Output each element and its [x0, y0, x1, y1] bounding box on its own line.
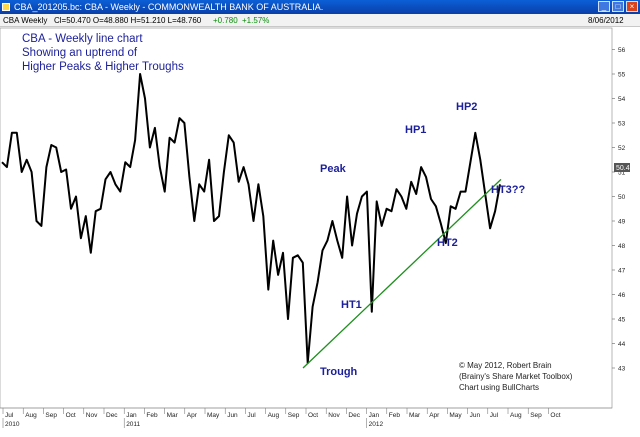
annotation-peak: Peak	[320, 163, 347, 175]
x-tick-label: Jun	[227, 412, 238, 419]
copyright-line-1: © May 2012, Robert Brain	[459, 361, 552, 370]
price-change: +0.780	[213, 16, 238, 25]
annotation-ht2: HT2	[437, 237, 458, 249]
year-label: 2012	[369, 421, 384, 428]
window-titlebar: CBA_201205.bc: CBA - Weekly - COMMONWEAL…	[0, 0, 640, 14]
minimize-icon[interactable]: _	[598, 1, 610, 12]
x-tick-label: Apr	[187, 412, 198, 419]
x-tick-label: Aug	[268, 412, 280, 419]
chart-label: CBA Weekly	[3, 16, 48, 25]
x-tick-label: Dec	[106, 412, 118, 419]
x-tick-label: Oct	[66, 412, 76, 419]
x-tick-label: May	[207, 412, 220, 419]
y-tick-label: 55	[618, 72, 626, 79]
y-tick-label: 47	[618, 268, 626, 275]
y-tick-label: 54	[618, 96, 626, 103]
y-tick-label: 48	[618, 243, 626, 250]
annotation-ht1: HT1	[341, 299, 362, 311]
uptrend-line	[302, 178, 502, 369]
x-tick-label: Sep	[530, 412, 542, 419]
x-axis-grid: Jul Aug Sep Oct Nov Dec Jan Feb Mar Apr May Jun Jul A…	[0, 407, 612, 428]
x-tick-label: Jun	[470, 412, 481, 419]
y-tick-label: 43	[618, 366, 626, 373]
y-tick-label: 49	[618, 219, 626, 226]
y-tick-label: 44	[618, 341, 626, 348]
x-tick-label: Sep	[45, 412, 57, 419]
close-icon[interactable]: ×	[626, 1, 638, 12]
y-tick-label: 53	[618, 121, 626, 128]
x-tick-label: Aug	[25, 412, 37, 419]
x-tick-label: Feb	[146, 412, 158, 419]
x-tick-label: Mar	[409, 412, 421, 419]
y-tick-label: 52	[618, 145, 626, 152]
chart-date: 8/06/2012	[588, 16, 624, 25]
price-tag: 50.47	[614, 163, 634, 172]
x-tick-label: Jul	[5, 412, 14, 419]
app-icon	[2, 3, 10, 11]
annotation-trough: Trough	[320, 366, 358, 378]
year-label: 2011	[126, 421, 140, 428]
x-tick-label: Dec	[348, 412, 360, 419]
price-tag-label: 50.47	[616, 165, 634, 172]
y-tick-label: 50	[618, 194, 626, 201]
x-tick-label: Jan	[369, 412, 380, 419]
description-line-3: Higher Peaks & Higher Troughs	[22, 61, 184, 73]
price-change-percent: +1.57%	[242, 16, 270, 25]
x-tick-label: Oct	[308, 412, 318, 419]
year-label: 2010	[5, 421, 20, 428]
y-tick-label: 51	[618, 170, 626, 177]
x-tick-label: Apr	[429, 412, 440, 419]
description-line-1: CBA - Weekly line chart	[22, 33, 143, 45]
annotation-hp1: HP1	[405, 124, 426, 136]
x-tick-label: Feb	[389, 412, 401, 419]
y-axis: 43 44 45 46 47 48 49 50 51 52 53 54 55 56	[0, 27, 626, 409]
x-tick-label: Jul	[247, 412, 256, 419]
annotation-ht3: HT3??	[491, 184, 526, 196]
annotation-hp2: HP2	[456, 101, 477, 113]
x-tick-label: Oct	[550, 412, 560, 419]
y-tick-label: 45	[618, 317, 626, 324]
x-tick-label: Nov	[328, 412, 340, 419]
maximize-icon[interactable]: □	[612, 1, 624, 12]
x-tick-label: Jan	[126, 412, 137, 419]
y-tick-label: 56	[618, 47, 626, 54]
plot-frame	[0, 27, 613, 409]
description-line-2: Showing an uptrend of	[22, 47, 138, 59]
x-tick-label: Sep	[288, 412, 300, 419]
copyright-line-2: (Brainy's Share Market Toolbox)	[459, 372, 573, 381]
x-tick-label: Mar	[167, 412, 179, 419]
window-title: CBA_201205.bc: CBA - Weekly - COMMONWEAL…	[14, 2, 324, 12]
x-tick-label: Nov	[86, 412, 98, 419]
x-tick-label: Jul	[490, 412, 499, 419]
price-line	[1, 73, 501, 365]
chart-info-bar: CBA Weekly Cl=50.470 O=48.880 H=51.210 L…	[0, 14, 640, 27]
x-tick-label: Aug	[510, 412, 522, 419]
y-tick-label: 46	[618, 292, 626, 299]
copyright-line-3: Chart using BullCharts	[459, 383, 539, 392]
ohlc-values: Cl=50.470 O=48.880 H=51.210 L=48.760	[54, 16, 202, 25]
x-tick-label: May	[449, 412, 462, 419]
